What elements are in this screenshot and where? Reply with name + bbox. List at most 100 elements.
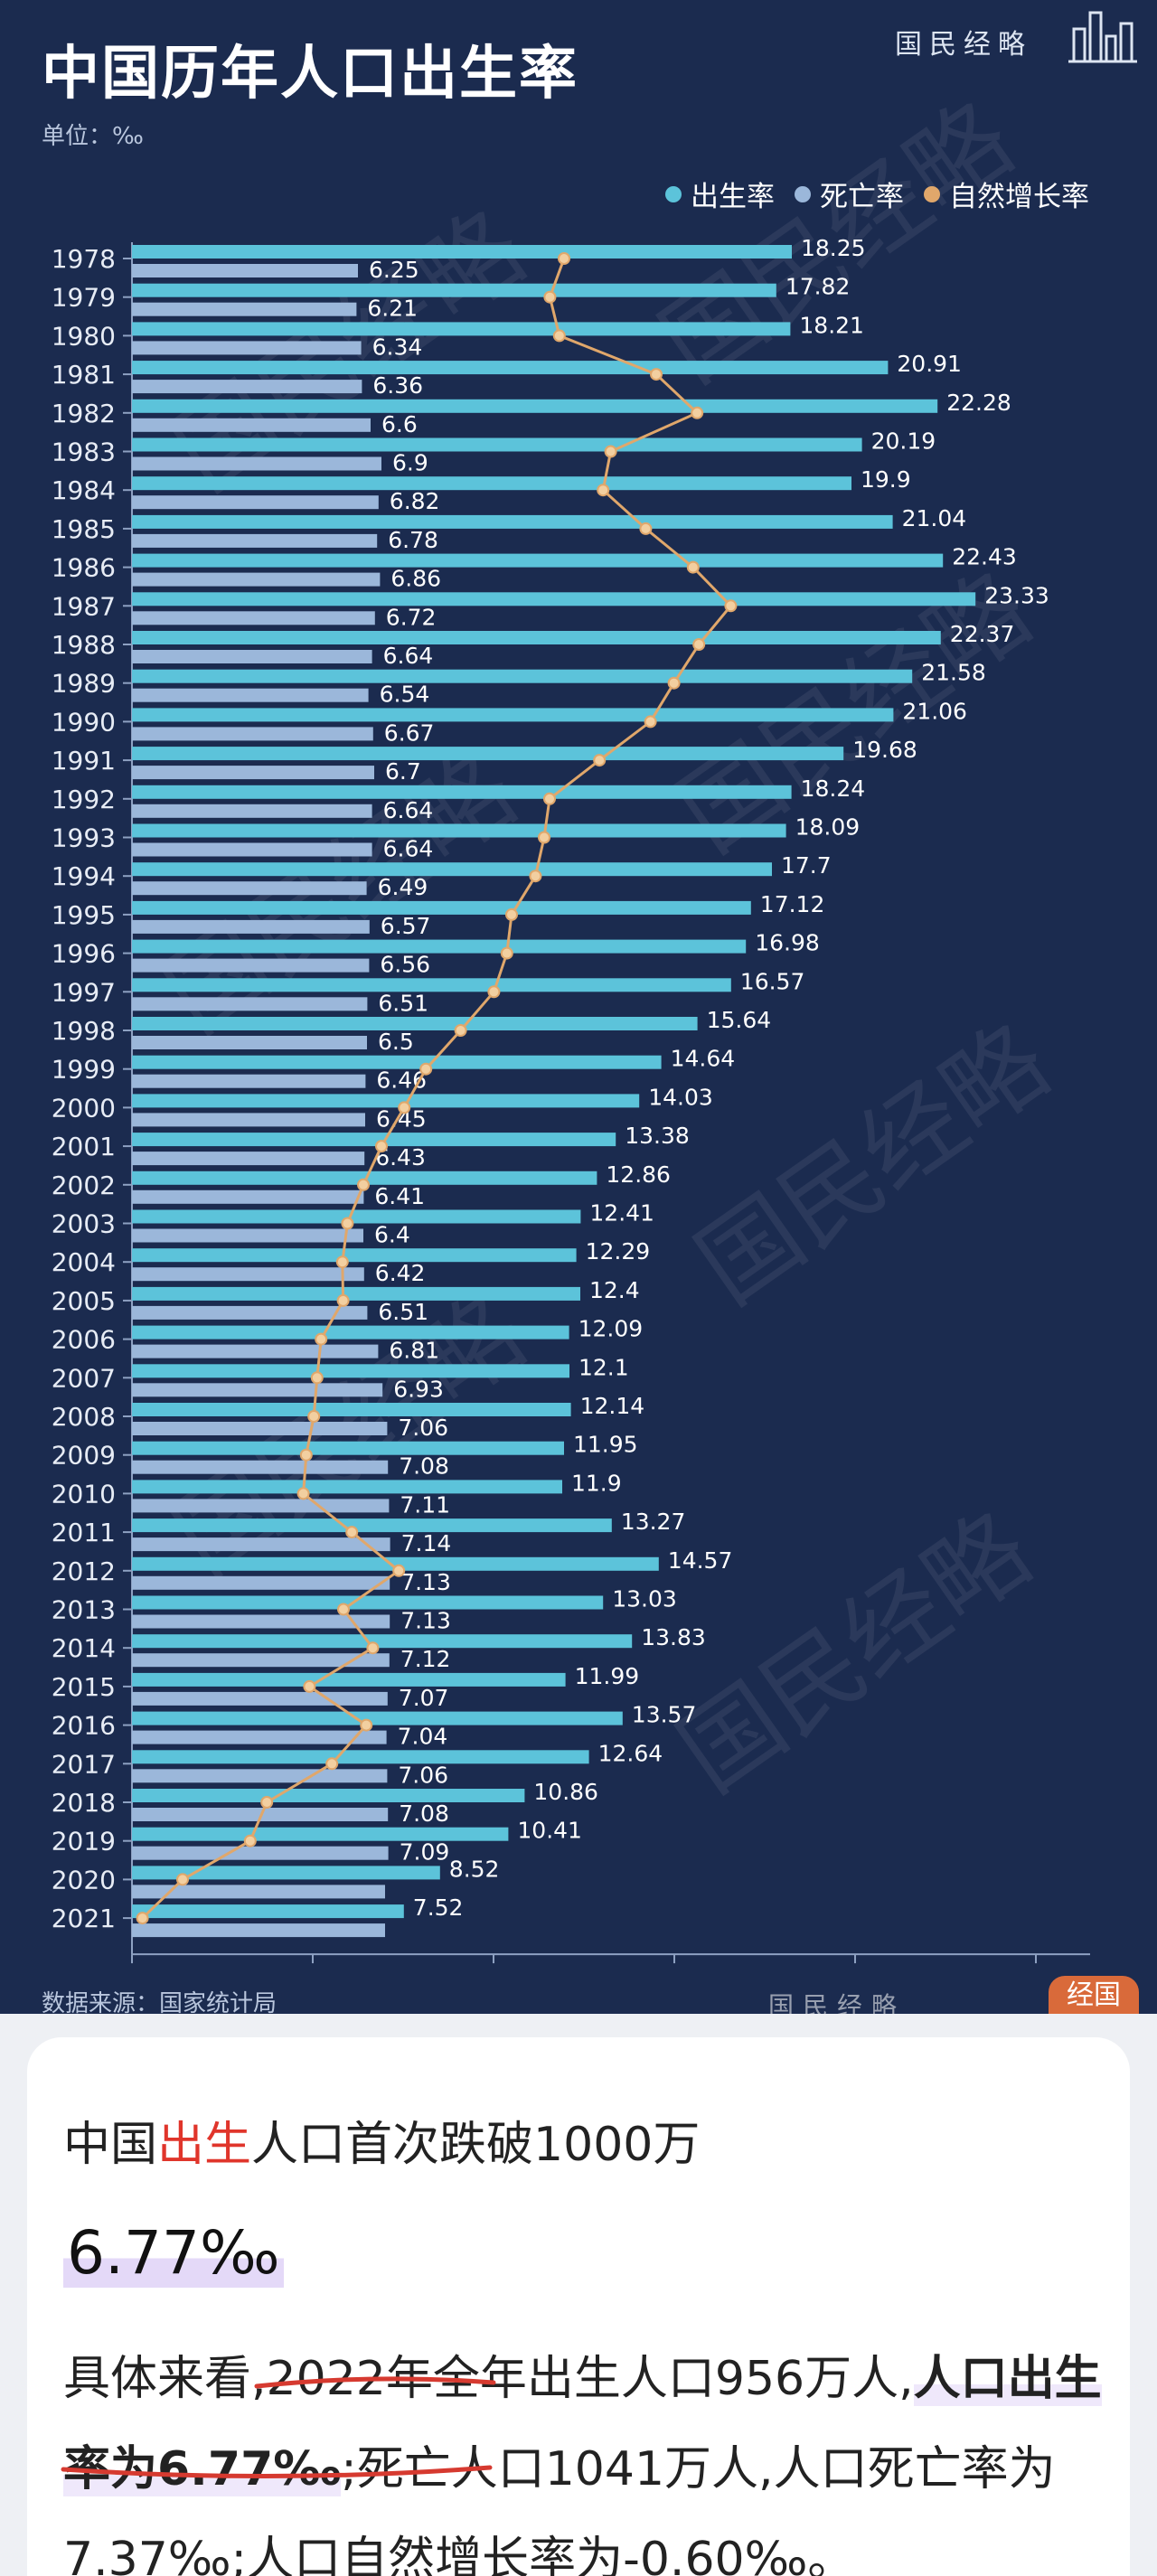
point-natural-growth xyxy=(419,1062,433,1076)
headline-prefix: 中国 xyxy=(63,2118,158,2172)
article-card: 中国出生人口首次跌破1000万 6.77‰ 具体来看,2022年全年出生人口95… xyxy=(27,2037,1130,2576)
data-label-birth-rate: 17.7 xyxy=(781,852,832,879)
bar-death-rate xyxy=(132,919,370,934)
year-label: 1991 xyxy=(52,746,116,776)
bar-death-rate xyxy=(132,302,357,316)
red-underline-2 xyxy=(61,2465,493,2479)
data-label-death-rate: 6.51 xyxy=(378,990,428,1016)
year-label: 2019 xyxy=(52,1827,116,1857)
data-label-death-rate: 6.9 xyxy=(392,450,428,476)
data-label-death-rate: 7.12 xyxy=(400,1646,451,1672)
bar-birth-rate xyxy=(132,747,844,761)
data-label-birth-rate: 12.64 xyxy=(598,1740,663,1766)
point-natural-growth xyxy=(325,1757,339,1771)
bar-birth-rate xyxy=(132,631,941,644)
article-area: 中国出生人口首次跌破1000万 6.77‰ 具体来看,2022年全年出生人口95… xyxy=(0,2014,1157,2576)
article-headline: 中国出生人口首次跌破1000万 xyxy=(63,2106,700,2174)
data-label-death-rate: 7.08 xyxy=(399,1800,449,1827)
brand-bottom: 国民经略 xyxy=(768,1991,907,2014)
data-label-birth-rate: 22.28 xyxy=(946,390,1011,416)
year-label: 2012 xyxy=(52,1556,116,1586)
data-label-death-rate: 6.41 xyxy=(374,1183,425,1209)
bar-death-rate xyxy=(132,997,368,1011)
point-natural-growth xyxy=(315,1332,328,1346)
year-label: 1984 xyxy=(52,475,116,505)
year-label: 1979 xyxy=(52,283,116,313)
bar-death-rate xyxy=(132,1499,390,1513)
bar-birth-rate xyxy=(132,245,792,259)
year-label: 2017 xyxy=(52,1749,116,1779)
point-natural-growth xyxy=(357,1178,370,1191)
data-label-death-rate: 6.86 xyxy=(390,566,441,592)
data-label-death-rate: 7.13 xyxy=(400,1569,451,1595)
data-label-death-rate: 6.64 xyxy=(383,643,434,669)
data-label-birth-rate: 12.4 xyxy=(589,1277,640,1303)
point-natural-growth xyxy=(552,329,566,343)
bar-death-rate xyxy=(132,341,362,355)
bar-death-rate xyxy=(132,1460,389,1474)
point-natural-growth xyxy=(724,599,738,613)
data-label-death-rate: 7.06 xyxy=(398,1762,448,1788)
bar-death-rate xyxy=(132,1189,364,1204)
bar-death-rate xyxy=(132,1152,365,1166)
bar-death-rate xyxy=(132,1344,379,1359)
bar-birth-rate xyxy=(132,1634,633,1649)
data-label-birth-rate: 21.06 xyxy=(902,698,967,724)
bar-birth-rate xyxy=(132,1248,577,1263)
bar-death-rate xyxy=(132,1228,363,1243)
bar-birth-rate xyxy=(132,1556,659,1571)
data-label-birth-rate: 13.38 xyxy=(625,1123,690,1149)
bar-death-rate xyxy=(132,1074,366,1088)
headline-highlight: 出生 xyxy=(157,2118,252,2172)
data-label-death-rate: 6.7 xyxy=(385,758,421,785)
legend-item-birth: 出生率 xyxy=(665,174,775,214)
bar-birth-rate xyxy=(132,1711,623,1725)
bar-death-rate xyxy=(132,1614,390,1629)
legend-swatch-natural xyxy=(924,185,940,202)
year-label: 2020 xyxy=(52,1865,116,1894)
point-natural-growth xyxy=(296,1487,310,1500)
bar-birth-rate xyxy=(132,322,791,336)
data-label-death-rate: 6.51 xyxy=(378,1299,428,1325)
point-natural-growth xyxy=(667,676,681,690)
bar-death-rate xyxy=(132,1923,385,1938)
data-label-death-rate: 6.81 xyxy=(389,1338,439,1364)
data-label-birth-rate: 20.91 xyxy=(897,351,962,377)
point-natural-growth xyxy=(538,831,550,844)
point-natural-growth xyxy=(360,1718,373,1732)
chart-plot: 1978 18.25 6.25 1979 17.82 6.21 1980 18.21 6.34 1… xyxy=(52,235,1090,1964)
point-natural-growth xyxy=(543,792,556,805)
bar-death-rate xyxy=(132,572,381,587)
data-label-death-rate: 6.6 xyxy=(381,411,418,437)
bar-death-rate xyxy=(132,804,372,818)
bar-death-rate xyxy=(132,264,358,277)
bar-death-rate xyxy=(132,766,374,780)
data-label-birth-rate: 17.12 xyxy=(760,891,825,917)
year-label: 2002 xyxy=(52,1170,116,1200)
headline-suffix: 人口首次跌破1000万 xyxy=(251,2118,701,2172)
data-label-death-rate: 6.78 xyxy=(388,527,438,553)
point-natural-growth xyxy=(299,1448,313,1462)
year-label: 1983 xyxy=(52,437,116,467)
point-natural-growth xyxy=(597,484,610,497)
year-label: 2006 xyxy=(52,1325,116,1355)
bar-birth-rate xyxy=(132,1133,616,1147)
bar-death-rate xyxy=(132,1267,364,1282)
bar-birth-rate xyxy=(132,1518,612,1533)
bar-birth-rate xyxy=(132,514,893,529)
bar-birth-rate xyxy=(132,669,913,683)
data-label-birth-rate: 14.57 xyxy=(668,1547,733,1574)
data-label-birth-rate: 8.52 xyxy=(449,1856,500,1882)
bar-birth-rate xyxy=(132,1750,589,1764)
data-label-death-rate: 6.82 xyxy=(390,488,440,514)
bar-death-rate xyxy=(132,495,379,510)
bar-birth-rate xyxy=(132,862,772,877)
data-label-death-rate: 6.21 xyxy=(367,296,418,322)
point-natural-growth xyxy=(335,1255,349,1269)
bar-death-rate xyxy=(132,1653,390,1668)
brand-name: 国民经略 xyxy=(895,29,1032,61)
bar-birth-rate xyxy=(132,553,944,568)
data-label-birth-rate: 16.98 xyxy=(755,930,820,956)
data-label-birth-rate: 18.21 xyxy=(799,312,864,338)
bar-birth-rate xyxy=(132,1595,604,1610)
